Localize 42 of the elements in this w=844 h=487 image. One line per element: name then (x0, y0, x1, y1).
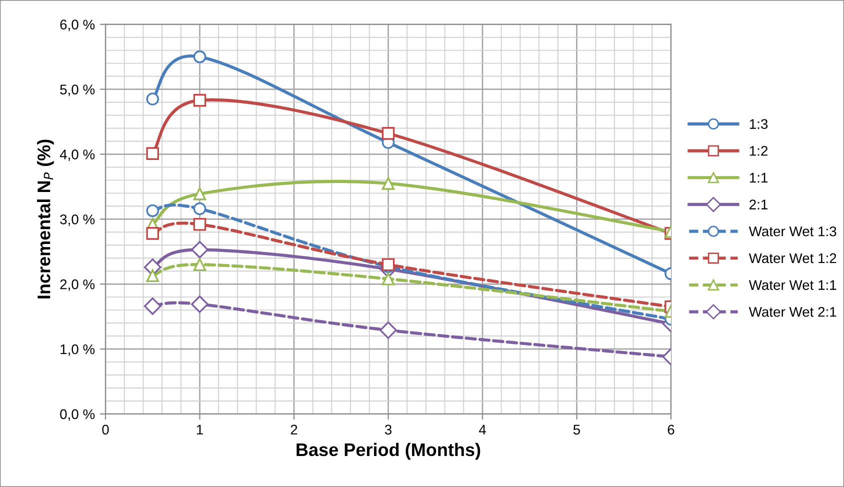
legend-label: 1:3 (750, 119, 768, 129)
point (146, 227, 160, 240)
y-tick-label: 5,0 % (60, 84, 95, 96)
legend-label: Water Wet 1:1 (748, 280, 836, 290)
point (382, 177, 395, 190)
y-tick-label: 1,0 % (60, 344, 95, 356)
y-tick-label: 3,0 % (60, 214, 95, 226)
y-axis-title: Incremental N$_{P}$ (%) (37, 140, 54, 298)
point (146, 147, 160, 160)
x-tick-label: 6 (668, 424, 674, 435)
y-tick-label: 6,0 % (60, 20, 95, 32)
point (382, 127, 395, 140)
x-tick-label: 2 (290, 424, 298, 434)
legend-label: 2:1 (750, 200, 768, 210)
x-tick-label: 3 (384, 424, 392, 435)
x-tick-label: 5 (573, 424, 580, 435)
y-tick-label: 0,0 % (60, 409, 95, 421)
x-axis-title: Base Period (Months) (296, 442, 480, 460)
point (193, 187, 206, 200)
point (193, 50, 206, 64)
point (382, 272, 395, 286)
point (193, 94, 206, 107)
legend-label: 1:1 (750, 172, 768, 182)
legend-label: Water Wet 1:2 (748, 253, 836, 264)
point (146, 92, 160, 106)
legend-label: 1:2 (750, 146, 768, 156)
point (146, 204, 160, 218)
point (144, 297, 162, 315)
point (380, 321, 397, 339)
y-tick-label: 4,0 % (60, 150, 95, 162)
point (191, 240, 208, 258)
y-tick-label: 2,0 % (60, 279, 95, 291)
point (191, 296, 208, 313)
point (193, 202, 206, 216)
x-tick-label: 4 (478, 424, 486, 434)
x-tick-label: 0 (102, 424, 109, 435)
legend-label: Water Wet 2:1 (748, 306, 836, 317)
point (193, 258, 206, 271)
legend-label: Water Wet 1:3 (748, 226, 836, 236)
point (193, 218, 206, 231)
point (146, 269, 160, 282)
x-tick-label: 1 (196, 424, 203, 434)
